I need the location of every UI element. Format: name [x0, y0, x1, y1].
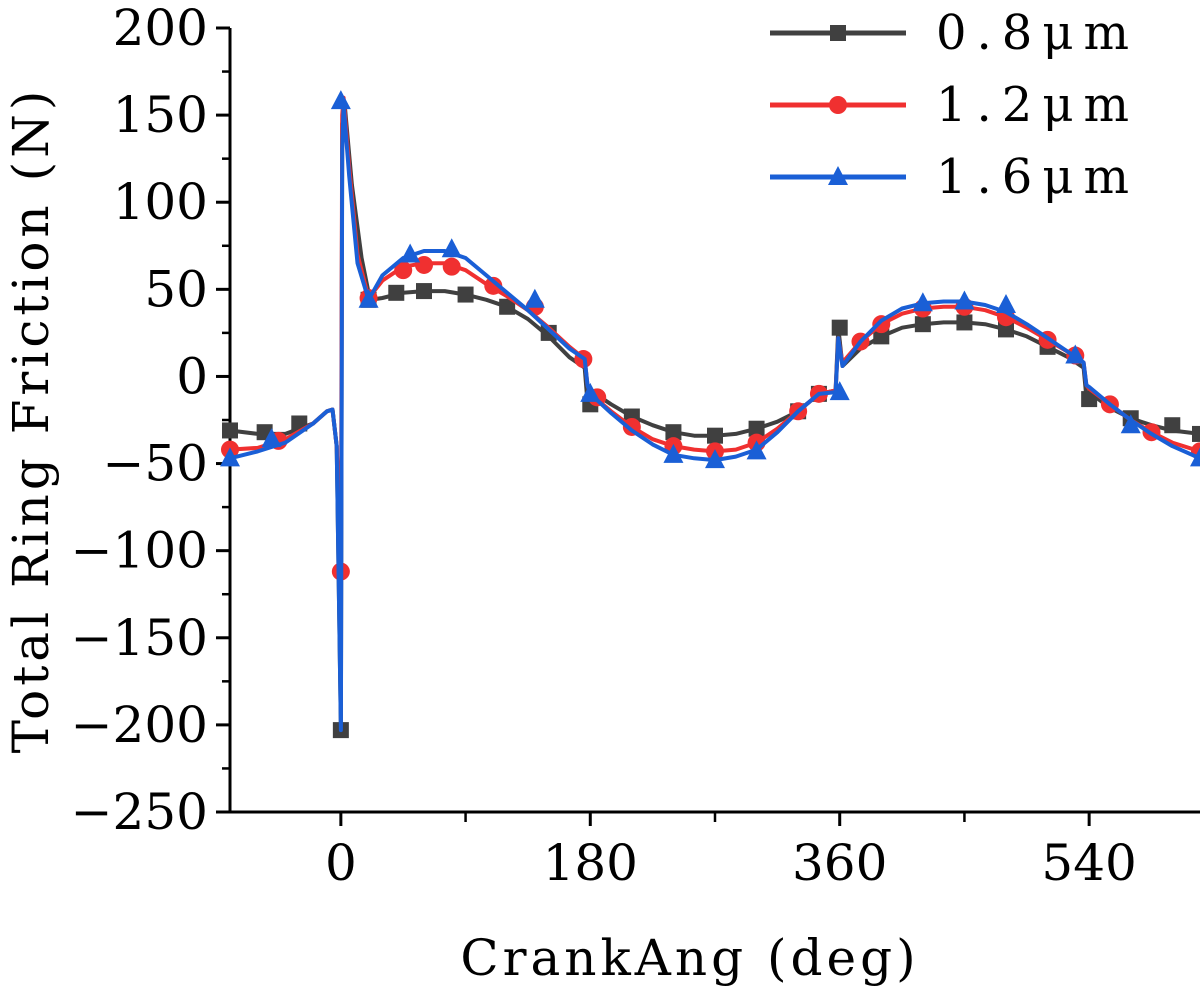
data-marker-square [914, 316, 931, 333]
data-marker-square [1192, 425, 1200, 442]
y-tick-label: 50 [144, 260, 208, 318]
series-3 [220, 90, 1200, 733]
data-marker-triangle [400, 243, 421, 263]
data-marker-circle [415, 255, 433, 274]
data-marker-square [499, 298, 516, 315]
data-marker-triangle [1120, 414, 1141, 434]
legend-item: 1.6μm [770, 149, 1139, 205]
data-marker-square [457, 286, 474, 303]
legend-label: 0.8μm [936, 5, 1139, 61]
data-marker-circle [442, 257, 461, 276]
data-marker-triangle [746, 440, 767, 460]
data-marker-triangle [954, 290, 975, 310]
data-marker-triangle [330, 90, 351, 110]
data-marker-triangle [663, 443, 684, 463]
legend-item: 1.2μm [770, 77, 1139, 133]
data-marker-square [388, 284, 405, 301]
data-marker-square [1164, 417, 1181, 434]
data-marker-square [707, 427, 723, 444]
series-layer [220, 90, 1200, 739]
data-marker-circle [829, 96, 847, 114]
data-marker-circle [394, 261, 413, 280]
data-marker-square [998, 321, 1014, 338]
data-marker-square [665, 424, 682, 441]
data-marker-square [873, 328, 890, 345]
data-marker-triangle [1190, 447, 1200, 467]
legend: 0.8μm 1.2μm 1.6μm [770, 5, 1139, 205]
y-tick-label: −150 [71, 609, 208, 667]
data-marker-triangle [441, 238, 462, 258]
data-marker-triangle [580, 382, 601, 402]
data-marker-triangle [358, 288, 379, 308]
data-marker-triangle [912, 292, 933, 312]
data-marker-square [748, 420, 765, 437]
y-axis-title: Total Ring Friction (N) [2, 87, 60, 754]
data-marker-triangle [220, 447, 240, 467]
data-marker-triangle [996, 294, 1016, 314]
y-tick-label: 200 [113, 0, 208, 57]
axes: 200 150 100 50 0 −50 −100 −150 −200 −250 0 180 360 54… [71, 0, 1200, 892]
legend-label: 1.2μm [936, 77, 1139, 133]
y-tick-label: −100 [71, 522, 208, 580]
y-tick-label: 100 [113, 173, 208, 231]
y-tick-label: −50 [102, 435, 208, 493]
data-marker-triangle [524, 288, 545, 308]
x-axis-title: CrankAng (deg) [460, 929, 919, 987]
data-marker-circle [484, 276, 503, 295]
legend-label: 1.6μm [936, 149, 1139, 205]
x-tick-label: 540 [1041, 834, 1136, 892]
data-marker-square [1081, 391, 1098, 408]
data-marker-square [222, 422, 238, 439]
y-tick-label: 150 [113, 86, 208, 144]
data-marker-triangle [705, 449, 725, 469]
data-marker-triangle [829, 381, 850, 401]
x-tick-label: 360 [792, 834, 887, 892]
legend-item: 0.8μm [770, 5, 1139, 61]
y-tick-label: −200 [71, 696, 208, 754]
y-tick-label: −250 [71, 783, 208, 841]
y-tick-label: 0 [176, 347, 208, 405]
data-marker-square [416, 283, 432, 300]
x-tick-label: 180 [543, 834, 638, 892]
data-marker-square [830, 25, 846, 41]
data-marker-triangle [828, 166, 848, 185]
data-marker-triangle [1065, 344, 1086, 364]
data-marker-square [831, 319, 848, 336]
x-tick-label: 0 [325, 834, 357, 892]
data-marker-square [956, 314, 973, 331]
data-marker-triangle [261, 428, 282, 448]
